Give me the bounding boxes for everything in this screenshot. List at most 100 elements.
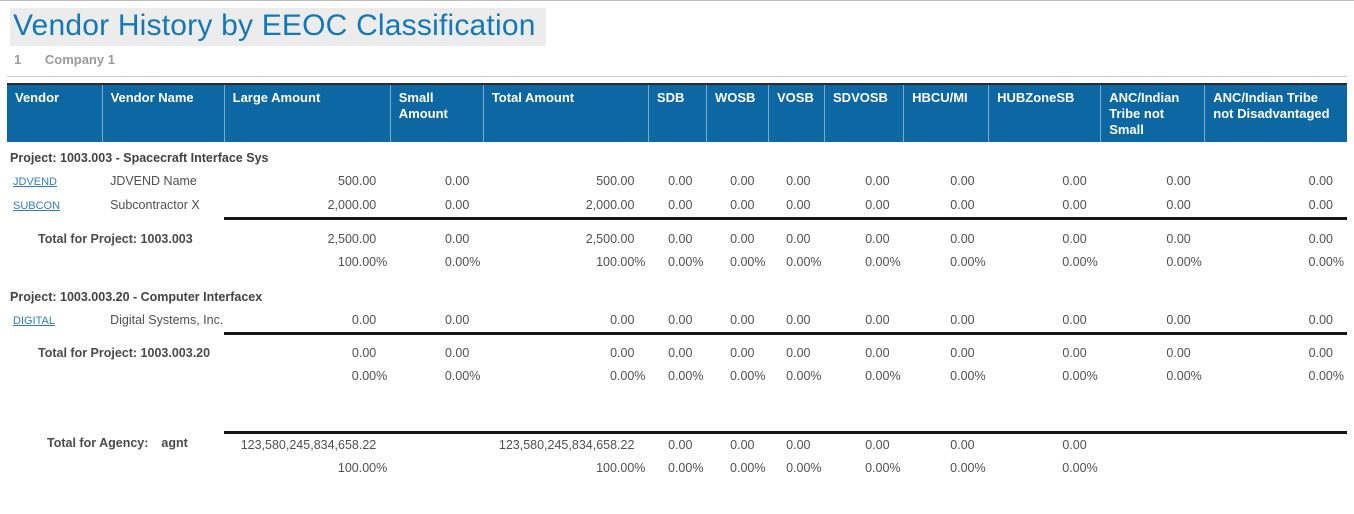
vendor-value-cell: 0.00 — [483, 308, 649, 335]
agency-total-value-cell: 123,580,245,834,658.22 — [483, 430, 649, 457]
vendor-value-cell: 0.00 — [1100, 308, 1205, 335]
agency-total-value-cell: 0.00 — [988, 430, 1101, 457]
agency-total-value-cell: 0.00 — [706, 430, 769, 457]
agency-percent-cell: 0.00% — [730, 460, 766, 475]
project-total-value-cell: 0.00 — [1308, 231, 1333, 246]
vendor-value-cell: 0.00 — [648, 308, 707, 335]
project-percent-cell: 0.00% — [668, 254, 704, 269]
vendor-value-cell: 2,000.00 — [224, 194, 391, 220]
project-percent-cell: 0.00% — [865, 254, 901, 269]
col-header-total-amount: Total Amount — [482, 84, 649, 142]
vendor-code-cell: JDVEND — [7, 170, 102, 194]
col-header-vendor-name: Vendor Name — [101, 84, 225, 142]
vendor-code-cell: SUBCON — [7, 194, 102, 219]
project-group-header: Project: 1003.003.20 - Computer Interfac… — [10, 289, 263, 304]
project-percent-cell: 0.00% — [609, 369, 646, 383]
project-total-value-cell: 0.00 — [1166, 346, 1191, 360]
spacer-cell — [7, 274, 1347, 281]
vendor-value-cell: 0.00 — [786, 174, 811, 188]
vendor-value-cell: 0.00 — [950, 174, 975, 188]
agency-total-label-cell: Total for Agency: agnt — [7, 432, 224, 457]
project-total-row: Total for Project: 1003.003.20 0.00 0.00 0.… — [7, 342, 1347, 365]
vendor-value-cell: 0.00 — [865, 174, 890, 188]
vendor-value-cell: 0.00 — [1204, 308, 1347, 335]
project-total-value-cell: 0.00 — [865, 346, 890, 360]
vendor-value-cell: 0.00 — [706, 194, 769, 220]
agency-percent-cell — [1101, 457, 1205, 480]
project-percent-cell: 0.00% — [1308, 369, 1344, 383]
vendor-code-cell: DIGITAL — [7, 309, 102, 334]
vendor-link[interactable]: JDVEND — [13, 176, 58, 188]
vendor-value-cell: 0.00 — [224, 308, 391, 335]
project-total-value-cell: 0.00 — [786, 231, 811, 246]
col-header-hbcu-mi: HBCU/MI — [903, 84, 989, 142]
vendor-value-cell: 0.00 — [390, 194, 484, 220]
vendor-row: DIGITAL Digital Systems, Inc. 0.00 0.00 0.00… — [7, 308, 1347, 335]
project-percent-cell: 100.00% — [337, 254, 388, 269]
col-header-large-amount: Large Amount — [223, 84, 391, 142]
vendor-value-cell: 0.00 — [903, 308, 989, 335]
project-total-value-cell: 0.00 — [1062, 346, 1087, 360]
agency-percent-cell: 0.00% — [865, 460, 901, 475]
col-header-anc-indian-tribe-not-small: ANC/Indian Tribe not Small — [1100, 84, 1205, 142]
agency-code: agnt — [161, 436, 188, 450]
vendor-name-cell: Subcontractor X — [110, 198, 200, 212]
project-total-value-cell: 0.00 — [730, 231, 755, 246]
project-total-value-cell: 0.00 — [351, 346, 377, 360]
spacer-row — [7, 274, 1347, 281]
vendor-link[interactable]: SUBCON — [13, 200, 61, 212]
empty-label-cell — [7, 457, 224, 480]
vendor-value-cell: 0.00 — [1204, 194, 1347, 220]
vendor-name-cell: Digital Systems, Inc. — [110, 312, 224, 327]
project-percent-cell: 0.00% — [668, 369, 704, 383]
project-total-value-cell: 0.00 — [444, 346, 470, 360]
project-percent-cell: 0.00% — [1062, 369, 1098, 383]
agency-total-value-cell: 0.00 — [903, 430, 989, 457]
project-percent-cell: 0.00% — [1166, 254, 1202, 269]
spacer-row — [7, 333, 1347, 342]
project-percent-cell: 100.00% — [596, 254, 646, 269]
vendor-link[interactable]: DIGITAL — [13, 314, 55, 327]
project-total-value-cell: 0.00 — [1308, 346, 1333, 360]
spacer-row — [7, 219, 1347, 228]
vendor-value-cell: 0.00 — [668, 174, 693, 188]
table-body: Project: 1003.003 - Spacecraft Interface… — [7, 142, 1347, 480]
col-header-hubzonesb: HUBZoneSB — [988, 84, 1101, 142]
empty-label-cell — [7, 251, 224, 274]
col-header-sdvosb: SDVOSB — [824, 84, 904, 142]
vendor-value-cell: 0.00 — [706, 308, 769, 335]
vendor-value-cell: 0.00 — [390, 308, 484, 335]
project-percent-cell: 0.00% — [1308, 254, 1344, 269]
project-percent-row: 0.00% 0.00% 0.00% 0.00% 0.00% 0.00% 0.00% 0.00%… — [7, 365, 1347, 388]
company-line: 1 Company 1 — [14, 52, 1347, 67]
table-header: Vendor Vendor Name Large Amount Small Amoun… — [7, 84, 1347, 142]
agency-percent-cell: 0.00% — [1062, 460, 1098, 475]
vendor-row: JDVEND JDVEND Name 500.00 0.00 500.00 0.00 0.0… — [7, 170, 1347, 194]
project-total-label: Total for Project: 1003.003.20 — [38, 346, 211, 360]
project-percent-cell: 0.00% — [950, 369, 986, 383]
report-page: Vendor History by EEOC Classification 1 … — [0, 1, 1354, 480]
project-total-value-cell: 2,500.00 — [585, 231, 635, 246]
project-total-value-cell: 2,500.00 — [327, 231, 377, 246]
project-percent-row: 100.00% 0.00% 100.00% 0.00% 0.00% 0.00% 0.00% 0… — [7, 251, 1347, 274]
project-total-value-cell: 0.00 — [610, 346, 635, 360]
agency-percent-cell: 0.00% — [950, 460, 986, 475]
vendor-name-cell: JDVEND Name — [110, 174, 197, 188]
agency-total-value-cell — [1204, 430, 1347, 457]
vendor-value-cell: 0.00 — [444, 174, 470, 188]
project-percent-cell: 0.00% — [1166, 369, 1202, 383]
project-percent-cell: 0.00% — [865, 369, 901, 383]
project-total-value-cell: 0.00 — [730, 346, 755, 360]
agency-total-value-cell — [390, 430, 484, 457]
agency-percent-row: 100.00% 100.00% 0.00% 0.00% 0.00% 0.00% 0.00% 0… — [7, 457, 1347, 480]
project-total-value-cell: 0.00 — [444, 231, 470, 246]
project-total-row: Total for Project: 1003.003 2,500.00 0.00 2… — [7, 228, 1347, 251]
vendor-value-cell: 0.00 — [824, 308, 904, 335]
vendor-value-cell: 0.00 — [768, 308, 825, 335]
agency-total-value-cell: 0.00 — [768, 430, 825, 457]
project-total-value-cell: 0.00 — [1166, 231, 1191, 246]
project-percent-cell: 0.00% — [730, 254, 766, 269]
agency-total-value-cell: 0.00 — [648, 430, 707, 457]
agency-percent-cell: 100.00% — [337, 460, 388, 475]
vendor-value-cell: 2,000.00 — [483, 194, 649, 220]
